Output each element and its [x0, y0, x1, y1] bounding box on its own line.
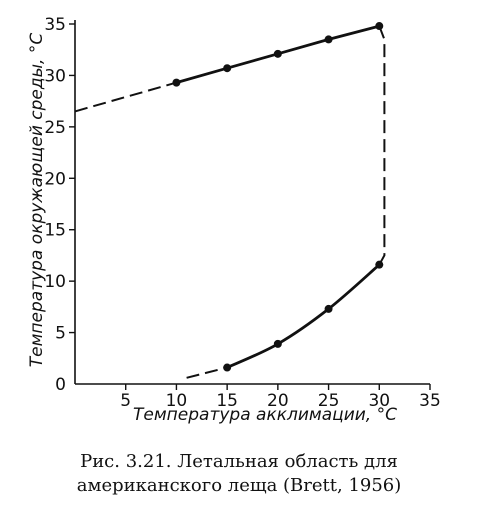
lower-lethal-limit-point: [324, 304, 333, 313]
lower-lethal-limit-point: [223, 363, 232, 372]
x-tick-label: 15: [216, 391, 238, 411]
upper-lethal-limit-point: [172, 78, 181, 87]
lower-lethal-limit-point: [273, 339, 282, 348]
x-axis-title: Температура акклимации, °C: [133, 405, 397, 425]
y-tick-label: 30: [44, 66, 66, 86]
x-tick-label: 20: [267, 391, 289, 411]
x-tick-label: 30: [368, 391, 390, 411]
y-tick-label: 35: [44, 15, 66, 35]
upper-lethal-limit-point: [223, 64, 232, 73]
figure-caption: Рис. 3.21. Летальная область для америка…: [0, 450, 478, 498]
upper-lethal-limit-point: [375, 22, 384, 31]
y-tick-label: 15: [44, 221, 66, 241]
upper-lethal-limit-dashed-extension: [74, 81, 177, 113]
x-tick-label: 35: [419, 391, 441, 411]
x-tick-label: 25: [318, 391, 340, 411]
lower-lethal-limit-dashed-extension: [186, 366, 228, 379]
caption-line-1: Рис. 3.21. Летальная область для: [80, 451, 398, 472]
y-tick-label: 20: [44, 169, 66, 189]
y-tick-label: 5: [55, 324, 66, 344]
y-axis-ticks: 0 5 10 15 20 25 30 35: [44, 15, 75, 395]
upper-lethal-limit-point: [324, 35, 333, 44]
axes: [74, 20, 430, 385]
y-axis-title: Температура окружающей среды, °C: [27, 33, 47, 368]
x-tick-label: 5: [120, 391, 131, 411]
y-tick-label: 10: [44, 272, 66, 292]
lower-lethal-limit-line: [226, 263, 381, 369]
y-tick-label: 0: [55, 375, 66, 395]
lethal-zone-chart: 5 10 15 20 25 30 35 0 5 10 15 20 25 30 35 Температура…: [27, 15, 441, 425]
x-tick-label: 10: [166, 391, 188, 411]
caption-line-2: американского леща (Brett, 1956): [76, 475, 402, 496]
y-tick-label: 25: [44, 118, 66, 138]
series-group: [74, 22, 386, 379]
upper-lethal-limit-point: [273, 49, 282, 58]
x-axis-ticks: 5 10 15 20 25 30 35: [120, 384, 441, 411]
limit-connector-dashed: [378, 25, 386, 266]
